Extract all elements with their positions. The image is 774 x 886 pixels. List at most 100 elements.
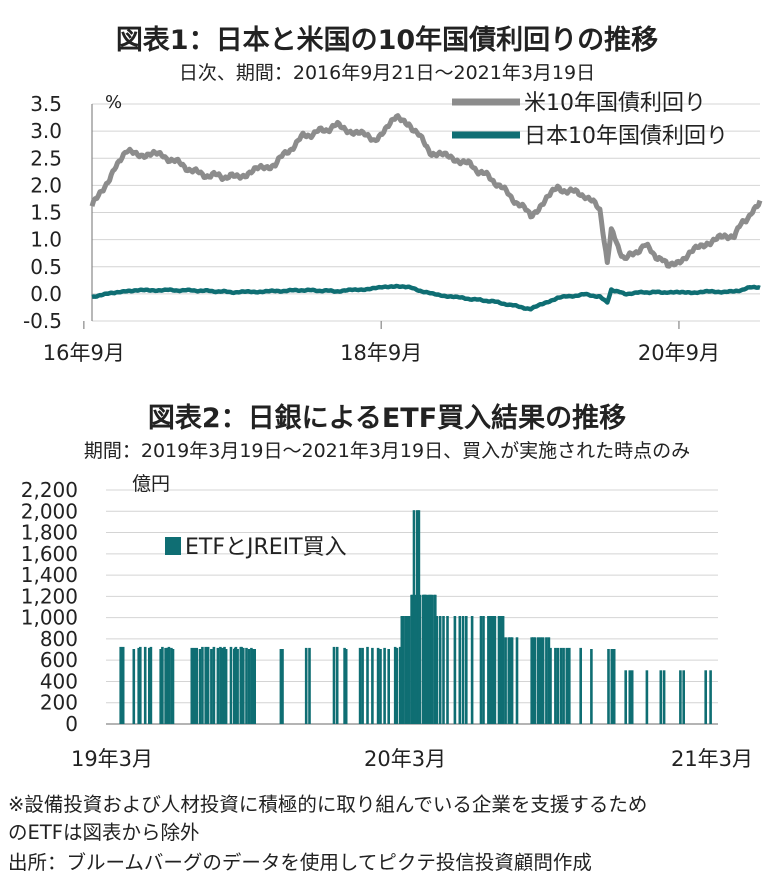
etf-purchase-bar <box>530 637 533 724</box>
chart1-y-tick-label: 2.0 <box>30 173 62 197</box>
etf-purchase-bar <box>383 647 386 724</box>
chart1-y-tick-label: -0.5 <box>23 309 62 333</box>
etf-purchase-bar <box>435 616 439 724</box>
etf-purchase-bar <box>562 647 565 724</box>
chart2-y-tick-label: 2,200 <box>21 478 78 502</box>
etf-purchase-bar <box>402 616 405 724</box>
etf-purchase-bar <box>709 670 712 724</box>
etf-purchase-bar <box>358 647 362 724</box>
chart2-title: 図表2：日銀によるETF買入結果の推移 <box>147 403 627 434</box>
etf-purchase-bar <box>662 670 666 724</box>
etf-purchase-bar <box>428 594 431 724</box>
etf-purchase-bar <box>559 647 563 724</box>
etf-purchase-bar <box>210 649 213 724</box>
etf-purchase-bar <box>192 647 196 724</box>
etf-purchase-bar <box>251 649 255 724</box>
etf-purchase-bar <box>371 647 374 724</box>
etf-purchase-bar <box>387 649 390 724</box>
etf-purchase-bar <box>628 670 632 724</box>
etf-purchase-bar <box>242 647 245 724</box>
chart2-svg: 2,2002,0001,8001,6001,4001,2001,00080060… <box>21 473 753 771</box>
etf-purchase-bar <box>430 594 434 724</box>
etf-purchase-bar <box>554 647 557 724</box>
etf-purchase-bar <box>590 649 593 724</box>
etf-purchase-bar <box>406 616 409 724</box>
etf-purchase-bar <box>438 616 442 724</box>
etf-purchase-bar <box>507 637 511 724</box>
chart2-y-tick-label: 1,800 <box>21 521 78 545</box>
etf-purchase-bar <box>499 616 502 724</box>
etf-purchase-bar <box>216 647 220 724</box>
etf-purchase-bar <box>139 646 142 724</box>
chart1-y-tick-label: 0.5 <box>30 255 62 279</box>
etf-purchase-bar <box>545 637 548 724</box>
chart1-title: 図表1：日本と米国の10年国債利回りの推移 <box>115 25 659 56</box>
etf-purchase-bar <box>504 637 507 724</box>
etf-purchase-bar <box>400 616 404 724</box>
etf-purchase-bar <box>170 647 173 724</box>
etf-purchase-bar <box>234 646 238 724</box>
etf-purchase-bar <box>515 637 519 724</box>
chart1-y-tick-label: 1.5 <box>30 201 62 225</box>
etf-purchase-bar <box>509 637 512 724</box>
chart2-series <box>119 510 712 724</box>
chart1-x-tick-labels: 16年9月 18年9月 20年9月 <box>43 321 720 365</box>
etf-purchase-bar <box>143 646 147 724</box>
etf-purchase-bar <box>361 647 364 724</box>
etf-purchase-bar <box>376 647 380 724</box>
etf-purchase-bar <box>395 647 399 724</box>
chart2-y-tick-label: 1,000 <box>21 606 78 630</box>
chart1-legend-label: 米10年国債利回り <box>524 91 706 116</box>
etf-purchase-bar <box>212 646 216 724</box>
chart2-unit-label: 億円 <box>132 473 170 495</box>
etf-purchase-bar <box>335 646 339 724</box>
etf-purchase-bar <box>393 646 397 724</box>
chart2-subtitle: 期間：2019年3月19日～2021年3月19日、買入が実施された時点のみ <box>83 440 691 462</box>
etf-purchase-bar <box>461 616 465 724</box>
chart2-y-tick-label: 0 <box>65 712 78 736</box>
etf-purchase-bar <box>704 670 707 724</box>
etf-purchase-bar <box>221 647 225 724</box>
chart1-series <box>89 113 763 312</box>
etf-purchase-bar <box>253 649 256 724</box>
etf-purchase-bar <box>487 616 491 724</box>
etf-purchase-bar <box>240 646 243 724</box>
chart1-x-tick-label: 20年9月 <box>638 341 720 365</box>
etf-purchase-bar <box>343 647 346 724</box>
etf-purchase-bar <box>493 616 497 724</box>
chart2-y-tick-label: 600 <box>40 648 78 672</box>
etf-purchase-bar <box>195 647 198 724</box>
etf-purchase-bar <box>250 647 253 724</box>
chart2-y-tick-label: 200 <box>40 691 78 715</box>
chart2-y-tick-label: 1,200 <box>21 584 78 608</box>
etf-purchase-bar <box>308 647 311 724</box>
etf-purchase-bar <box>612 649 616 724</box>
footnote-line2: のETFは図表から除外 <box>8 821 200 844</box>
chart1-y-tick-label: 3.5 <box>30 92 62 116</box>
chart1-y-tick-label: 0.0 <box>30 282 62 306</box>
chart2-y-tick-label: 2,000 <box>21 499 78 523</box>
chart2-x-tick-label: 20年3月 <box>364 747 446 771</box>
etf-purchase-bar <box>224 649 228 724</box>
etf-purchase-bar <box>304 647 308 724</box>
chart1-x-tick-label: 16年9月 <box>43 341 125 365</box>
etf-purchase-bar <box>167 646 171 724</box>
etf-purchase-bar <box>547 637 551 724</box>
etf-purchase-bar <box>465 616 468 724</box>
chart1-subtitle: 日次、期間：2016年9月21日～2021年3月19日 <box>178 62 596 84</box>
etf-purchase-bar <box>119 646 122 724</box>
etf-purchase-bar <box>236 649 239 724</box>
etf-purchase-bar <box>159 649 162 724</box>
etf-purchase-bar <box>198 649 202 724</box>
us-10y-yield-line <box>89 113 763 269</box>
etf-purchase-bar <box>541 637 545 724</box>
etf-purchase-bar <box>610 649 614 724</box>
chart1-y-tick-label: 3.0 <box>30 119 62 143</box>
etf-purchase-bar <box>219 646 222 724</box>
chart2-x-tick-label: 21年3月 <box>671 747 753 771</box>
etf-purchase-bar <box>418 594 422 724</box>
chart2-legend: ETFとJREIT買入 <box>165 535 347 560</box>
etf-purchase-bar <box>223 646 226 724</box>
chart2-y-tick-labels: 2,2002,0001,8001,6001,4001,2001,00080060… <box>21 478 78 736</box>
